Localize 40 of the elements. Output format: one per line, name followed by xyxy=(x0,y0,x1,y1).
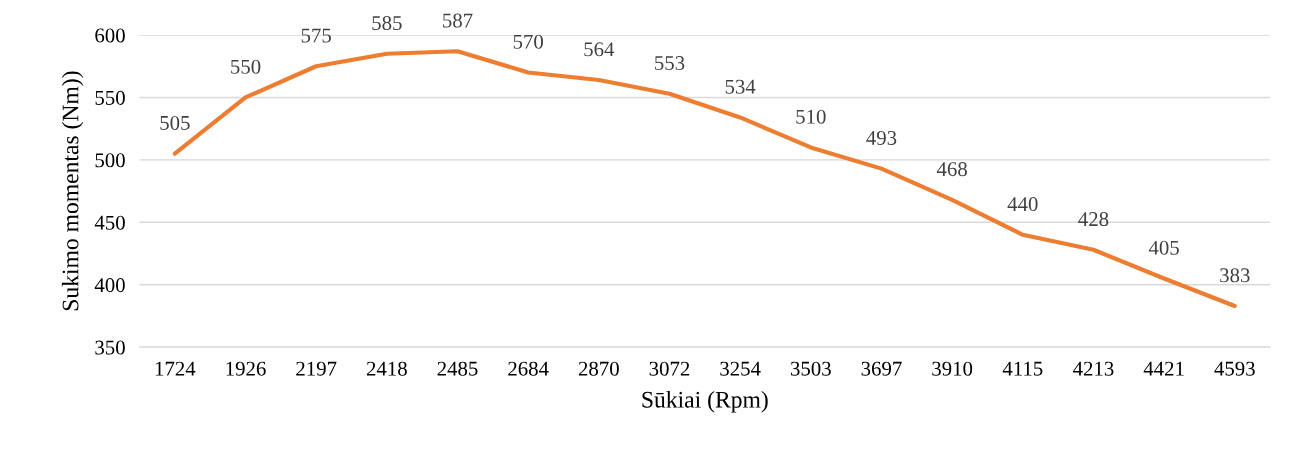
y-axis-title: Sukimo momentas (Nm)) xyxy=(61,71,84,311)
data-label: 428 xyxy=(1078,212,1109,227)
y-tick-label: 350 xyxy=(95,340,125,355)
data-label: 510 xyxy=(796,109,826,124)
data-label: 405 xyxy=(1148,240,1179,255)
data-label: 440 xyxy=(1007,197,1038,212)
data-label: 550 xyxy=(231,59,261,74)
x-tick-label: 3910 xyxy=(932,361,973,376)
x-tick-label: 2197 xyxy=(296,361,337,376)
x-tick-label: 2684 xyxy=(508,361,549,376)
x-tick-label: 1724 xyxy=(155,361,196,376)
data-label: 534 xyxy=(725,79,756,94)
data-label: 564 xyxy=(584,42,615,57)
y-tick-label: 500 xyxy=(95,153,125,168)
data-label: 570 xyxy=(513,34,543,49)
data-label: 383 xyxy=(1220,268,1250,283)
x-tick-label: 2418 xyxy=(366,361,407,376)
x-tick-label: 3072 xyxy=(649,361,690,376)
data-label: 468 xyxy=(936,162,967,177)
data-label: 505 xyxy=(160,115,190,130)
y-tick-label: 450 xyxy=(94,215,125,230)
x-tick-label: 3697 xyxy=(861,361,902,376)
y-tick-label: 600 xyxy=(95,28,125,43)
x-tick-label: 4421 xyxy=(1143,361,1184,376)
x-tick-label: 3503 xyxy=(790,361,831,376)
y-tick-label: 550 xyxy=(95,90,125,105)
y-tick-label: 400 xyxy=(94,278,125,293)
data-label: 587 xyxy=(443,13,473,28)
data-label: 585 xyxy=(372,16,402,31)
x-tick-label: 4593 xyxy=(1214,361,1255,376)
x-tick-label: 4115 xyxy=(1002,361,1043,376)
data-label: 575 xyxy=(301,28,331,43)
x-tick-label: 1926 xyxy=(226,361,266,376)
data-label: 553 xyxy=(655,56,685,71)
x-axis-title: Sūkiai (Rpm) xyxy=(642,391,768,413)
x-tick-label: 3254 xyxy=(720,361,761,376)
x-tick-label: 2485 xyxy=(437,361,478,376)
data-label: 493 xyxy=(866,130,897,145)
x-tick-label: 2870 xyxy=(578,361,619,376)
x-tick-label: 4213 xyxy=(1073,361,1114,376)
